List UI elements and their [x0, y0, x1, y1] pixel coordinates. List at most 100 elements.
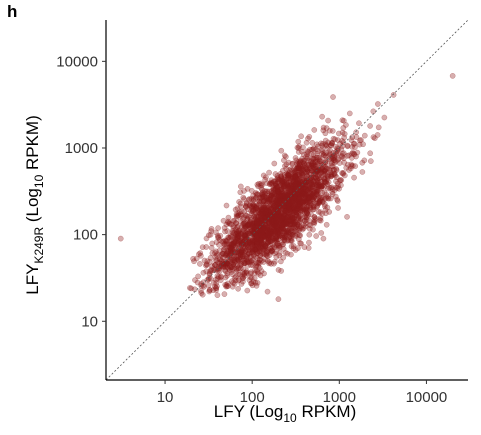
data-point	[203, 261, 210, 267]
data-point	[235, 257, 242, 264]
data-point	[328, 173, 334, 180]
data-point	[310, 160, 316, 167]
data-point	[309, 139, 316, 146]
data-point	[257, 237, 264, 244]
data-point	[288, 251, 294, 258]
data-point	[215, 273, 222, 280]
data-point	[292, 247, 299, 253]
data-point	[257, 210, 264, 217]
data-point	[281, 198, 288, 204]
data-point	[341, 131, 348, 137]
data-point	[280, 167, 286, 174]
data-point	[338, 146, 345, 152]
data-point	[262, 233, 269, 240]
data-point-outlier	[275, 296, 282, 302]
data-point	[207, 255, 214, 261]
data-point	[298, 133, 304, 140]
data-point	[281, 157, 287, 164]
data-point	[243, 212, 250, 219]
data-point	[228, 256, 235, 263]
data-point	[320, 141, 326, 147]
y-tick-label: 10000	[56, 53, 98, 70]
data-points-layer	[117, 73, 456, 302]
data-point	[375, 124, 382, 131]
data-point	[249, 246, 256, 253]
data-point	[281, 193, 288, 200]
data-point	[246, 277, 253, 283]
data-point	[246, 197, 252, 203]
data-point	[278, 268, 284, 274]
data-point	[240, 275, 246, 281]
data-point	[346, 110, 353, 117]
data-point	[234, 234, 241, 241]
data-point	[312, 175, 319, 182]
data-point	[315, 209, 322, 215]
data-point	[195, 273, 201, 280]
data-point	[330, 94, 336, 100]
data-point	[370, 134, 377, 140]
data-point	[292, 155, 299, 161]
data-point	[282, 185, 289, 191]
data-point	[284, 171, 291, 178]
data-point	[287, 238, 294, 244]
data-point	[325, 195, 331, 201]
data-point-outlier	[449, 73, 456, 79]
data-point	[351, 150, 357, 157]
data-point	[212, 262, 218, 268]
data-point	[198, 290, 205, 296]
data-point	[277, 210, 284, 216]
data-point	[248, 226, 255, 232]
x-tick-label: 10	[157, 389, 174, 406]
data-point	[335, 183, 341, 189]
data-point	[325, 117, 331, 124]
data-point	[203, 235, 210, 242]
data-point	[227, 245, 233, 251]
data-point	[264, 239, 271, 246]
data-point	[344, 214, 350, 220]
data-point	[215, 225, 221, 231]
data-point	[230, 279, 236, 286]
data-point	[337, 177, 343, 184]
data-point	[325, 185, 331, 192]
data-point	[285, 159, 292, 166]
data-point	[241, 188, 247, 194]
data-point	[312, 215, 319, 222]
data-point	[335, 198, 341, 204]
data-point	[309, 183, 315, 189]
data-point	[191, 286, 198, 293]
y-axis-ticks: 10 100 1000 10000	[56, 53, 106, 330]
data-point	[356, 120, 362, 127]
data-point	[257, 272, 264, 279]
data-point	[208, 245, 215, 251]
data-point	[349, 144, 355, 150]
data-point	[252, 267, 258, 273]
data-point	[222, 228, 228, 235]
data-point	[295, 149, 302, 155]
data-point	[300, 157, 307, 164]
data-point	[281, 152, 288, 159]
data-point	[317, 195, 324, 201]
data-point	[319, 113, 325, 120]
data-point	[208, 228, 214, 234]
data-point	[353, 129, 359, 136]
data-point	[212, 254, 219, 260]
data-point	[295, 202, 302, 209]
data-point	[290, 179, 297, 186]
data-point	[199, 244, 206, 250]
data-point	[275, 189, 281, 195]
data-point	[345, 161, 351, 168]
data-point	[207, 275, 214, 282]
data-point	[237, 200, 244, 207]
x-axis-title: LFY (Log10 RPKM)	[214, 402, 356, 425]
data-point	[258, 182, 264, 189]
data-point	[332, 136, 338, 143]
y-tick-label: 100	[73, 227, 98, 244]
data-point	[250, 207, 256, 214]
data-point	[368, 158, 374, 164]
data-point	[264, 196, 270, 203]
data-point	[367, 150, 373, 157]
data-point	[326, 127, 333, 134]
data-point	[318, 184, 325, 190]
data-point	[329, 191, 336, 197]
